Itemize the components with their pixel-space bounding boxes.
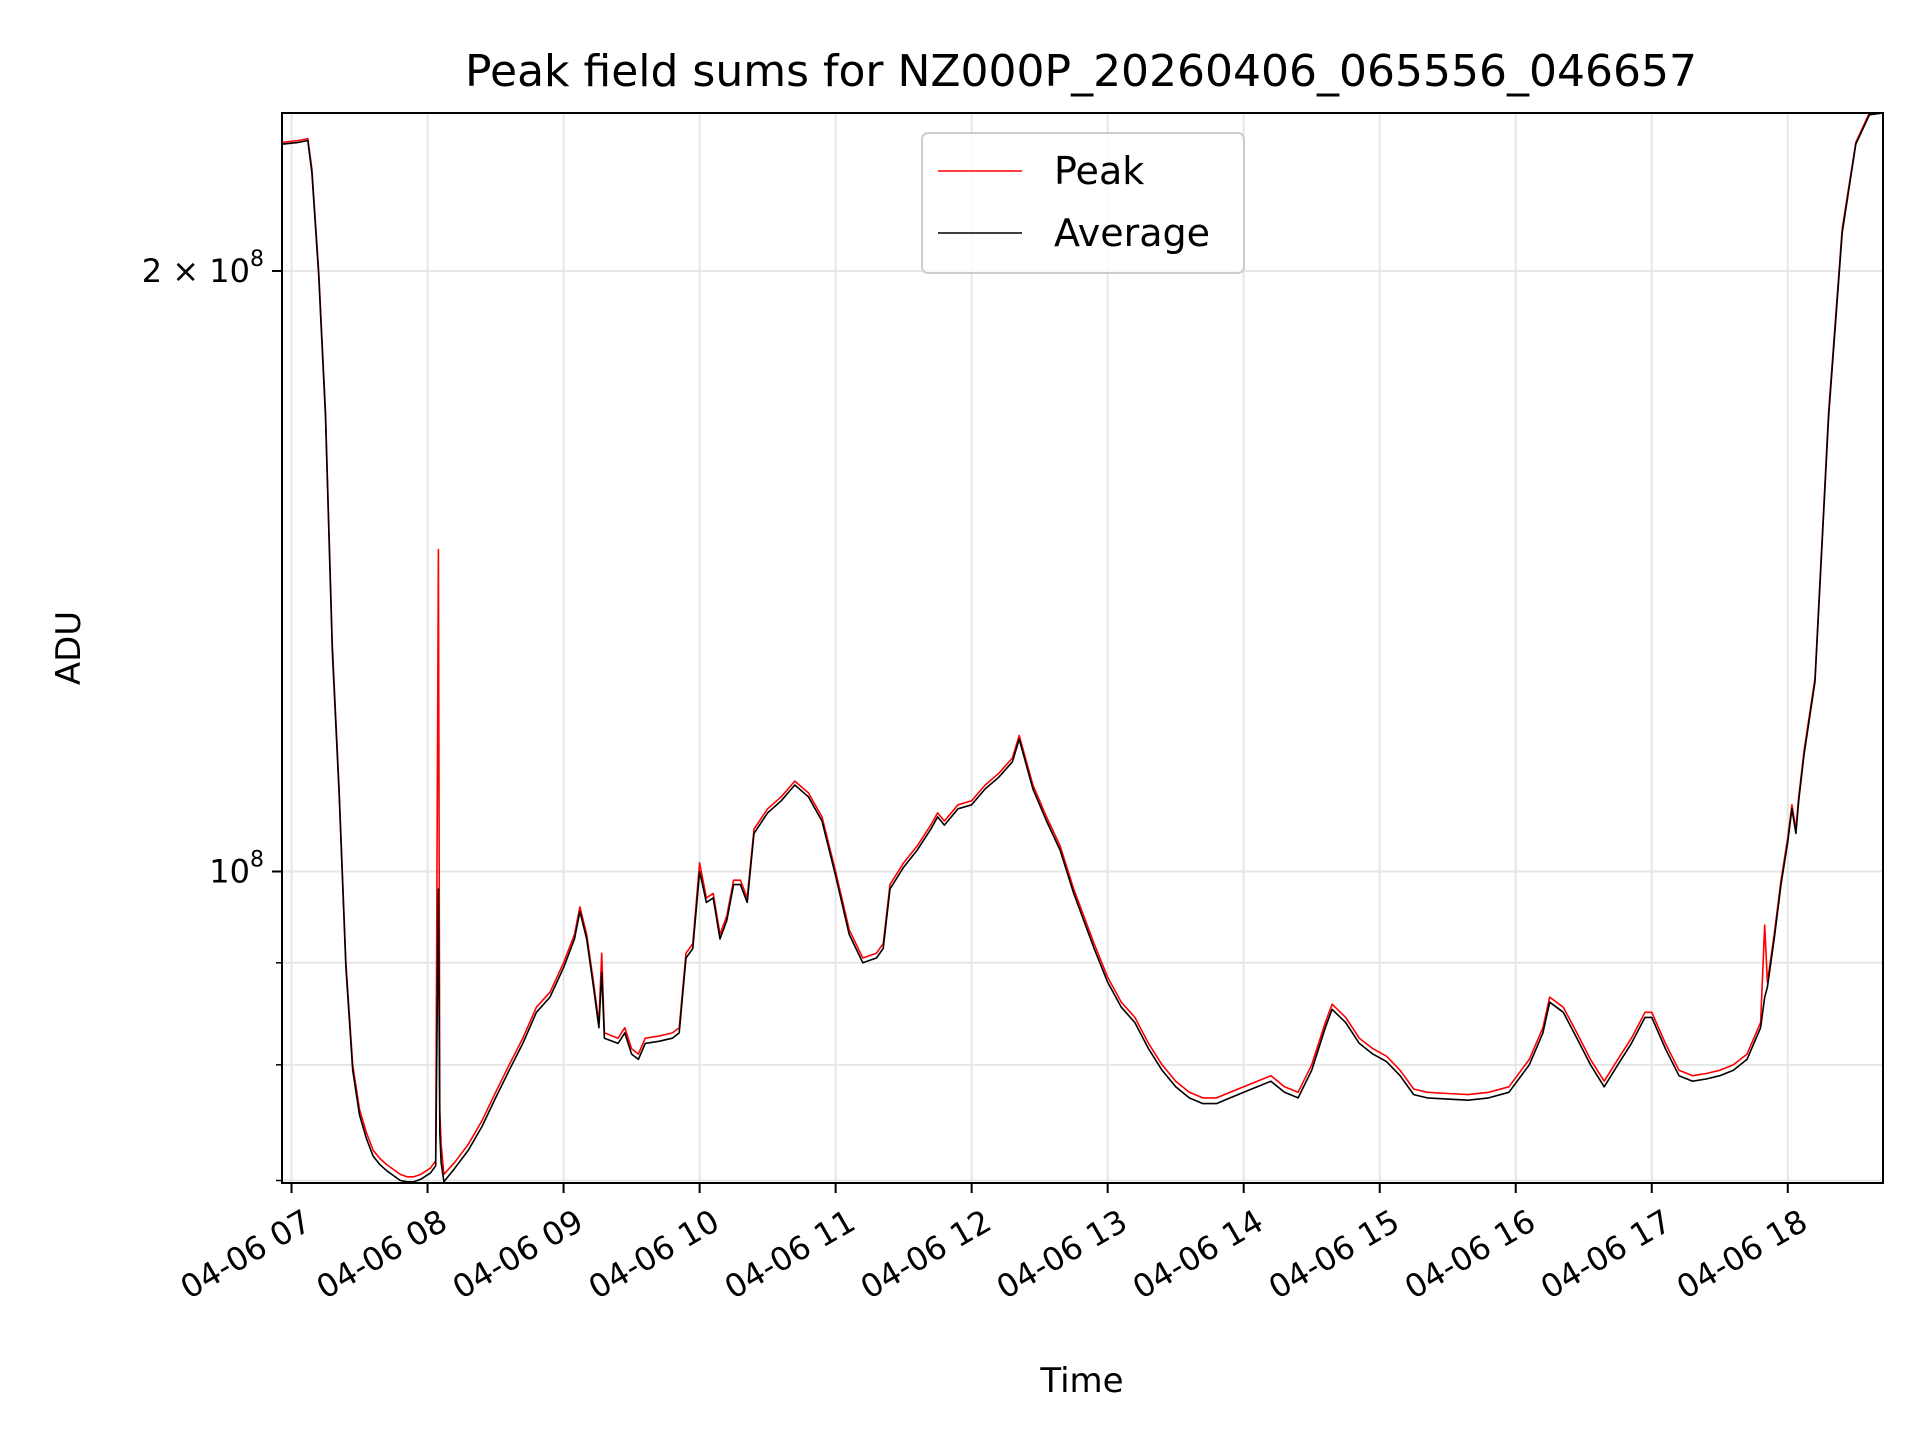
legend-label-average: Average — [1054, 211, 1210, 255]
plot-area — [282, 113, 1883, 1183]
y-tick-base: 10 — [209, 853, 250, 891]
y-tick-exponent: 8 — [250, 848, 264, 873]
y-tick-label: 108 — [209, 848, 264, 891]
legend: Peak Average — [921, 132, 1245, 274]
legend-box — [921, 132, 1245, 274]
series-line-average — [282, 113, 1883, 1183]
y-tick-exponent: 8 — [250, 247, 264, 272]
legend-label-peak: Peak — [1054, 149, 1144, 193]
y-tick-base: 2 × 10 — [142, 252, 250, 290]
y-axis-label: ADU — [49, 611, 89, 685]
series-line-peak — [282, 113, 1883, 1178]
x-axis-label: Time — [1039, 1361, 1123, 1401]
chart-title: Peak field sums for NZ000P_20260406_0655… — [465, 46, 1697, 97]
y-tick-label: 2 × 108 — [142, 247, 264, 290]
plot-frame — [281, 112, 1884, 1184]
